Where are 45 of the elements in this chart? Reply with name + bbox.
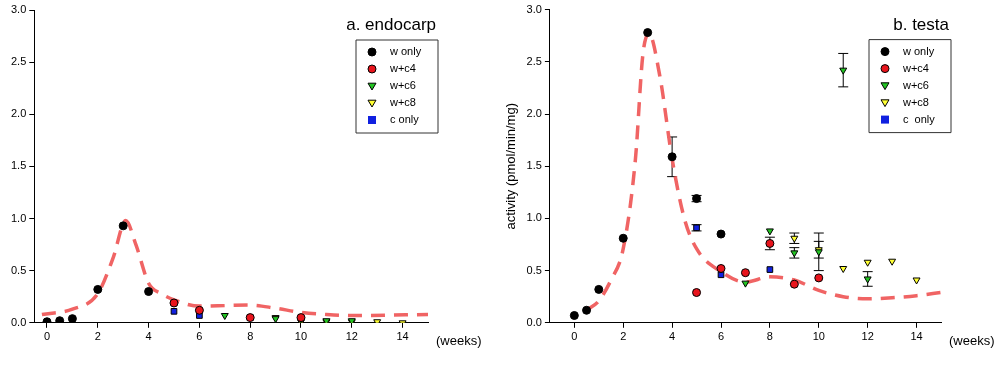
y-tick-label: 2.5 [10,55,27,68]
x-tick-label: 8 [247,330,254,343]
x-tick-label: 12 [345,330,358,343]
y-tick-label: 1.0 [526,211,542,224]
x-tick-label: 8 [766,330,773,343]
y-axis-title: activity (pmol/min/mg) [503,102,519,230]
y-tick-label: 2.0 [10,107,27,120]
x-tick-label: 14 [910,330,923,343]
y-tick-label: 0.0 [10,315,27,328]
y-tick-label: 2.0 [526,107,542,120]
chart-title: b. testa [893,14,950,34]
x-tick-label: 6 [717,330,725,343]
legend-label: c only [390,113,420,126]
x-axis-title: (weeks) [949,332,995,348]
legend-label: w+c4 [389,62,416,75]
y-tick-label: 3.0 [526,2,542,15]
x-tick-label: 12 [861,330,874,343]
legend-label: c only [903,112,936,125]
legend-label: w+c6 [389,79,416,92]
y-tick-label: 0.5 [526,263,542,276]
x-tick-label: 14 [396,330,409,343]
legend-label: w+c6 [902,78,929,91]
x-tick-label: 10 [294,330,308,343]
x-axis-title: (weeks) [436,332,482,348]
chart-title: a. endocarp [346,15,436,35]
legend-label: w+c8 [902,95,929,108]
legend-label: w+c8 [389,96,416,109]
y-tick-label: 1.5 [10,159,27,172]
x-tick-label: 10 [812,330,825,343]
y-tick-label: 2.5 [526,54,542,67]
y-tick-label: 1.0 [10,211,27,224]
y-tick-label: 1.5 [526,159,542,172]
x-tick-label: 4 [145,330,152,343]
y-tick-label: 0.0 [526,315,542,328]
legend-label: w+c4 [902,61,929,74]
x-tick-label: 2 [620,330,627,343]
legend-label: w only [902,44,935,57]
x-tick-label: 4 [669,330,676,343]
x-tick-label: 6 [196,330,203,343]
x-tick-label: 2 [94,330,101,343]
y-tick-label: 0.5 [10,263,27,276]
x-tick-label: 0 [571,330,578,343]
x-tick-label: 0 [43,330,51,343]
legend-label: w only [389,45,422,58]
y-tick-label: 3.0 [10,3,27,16]
